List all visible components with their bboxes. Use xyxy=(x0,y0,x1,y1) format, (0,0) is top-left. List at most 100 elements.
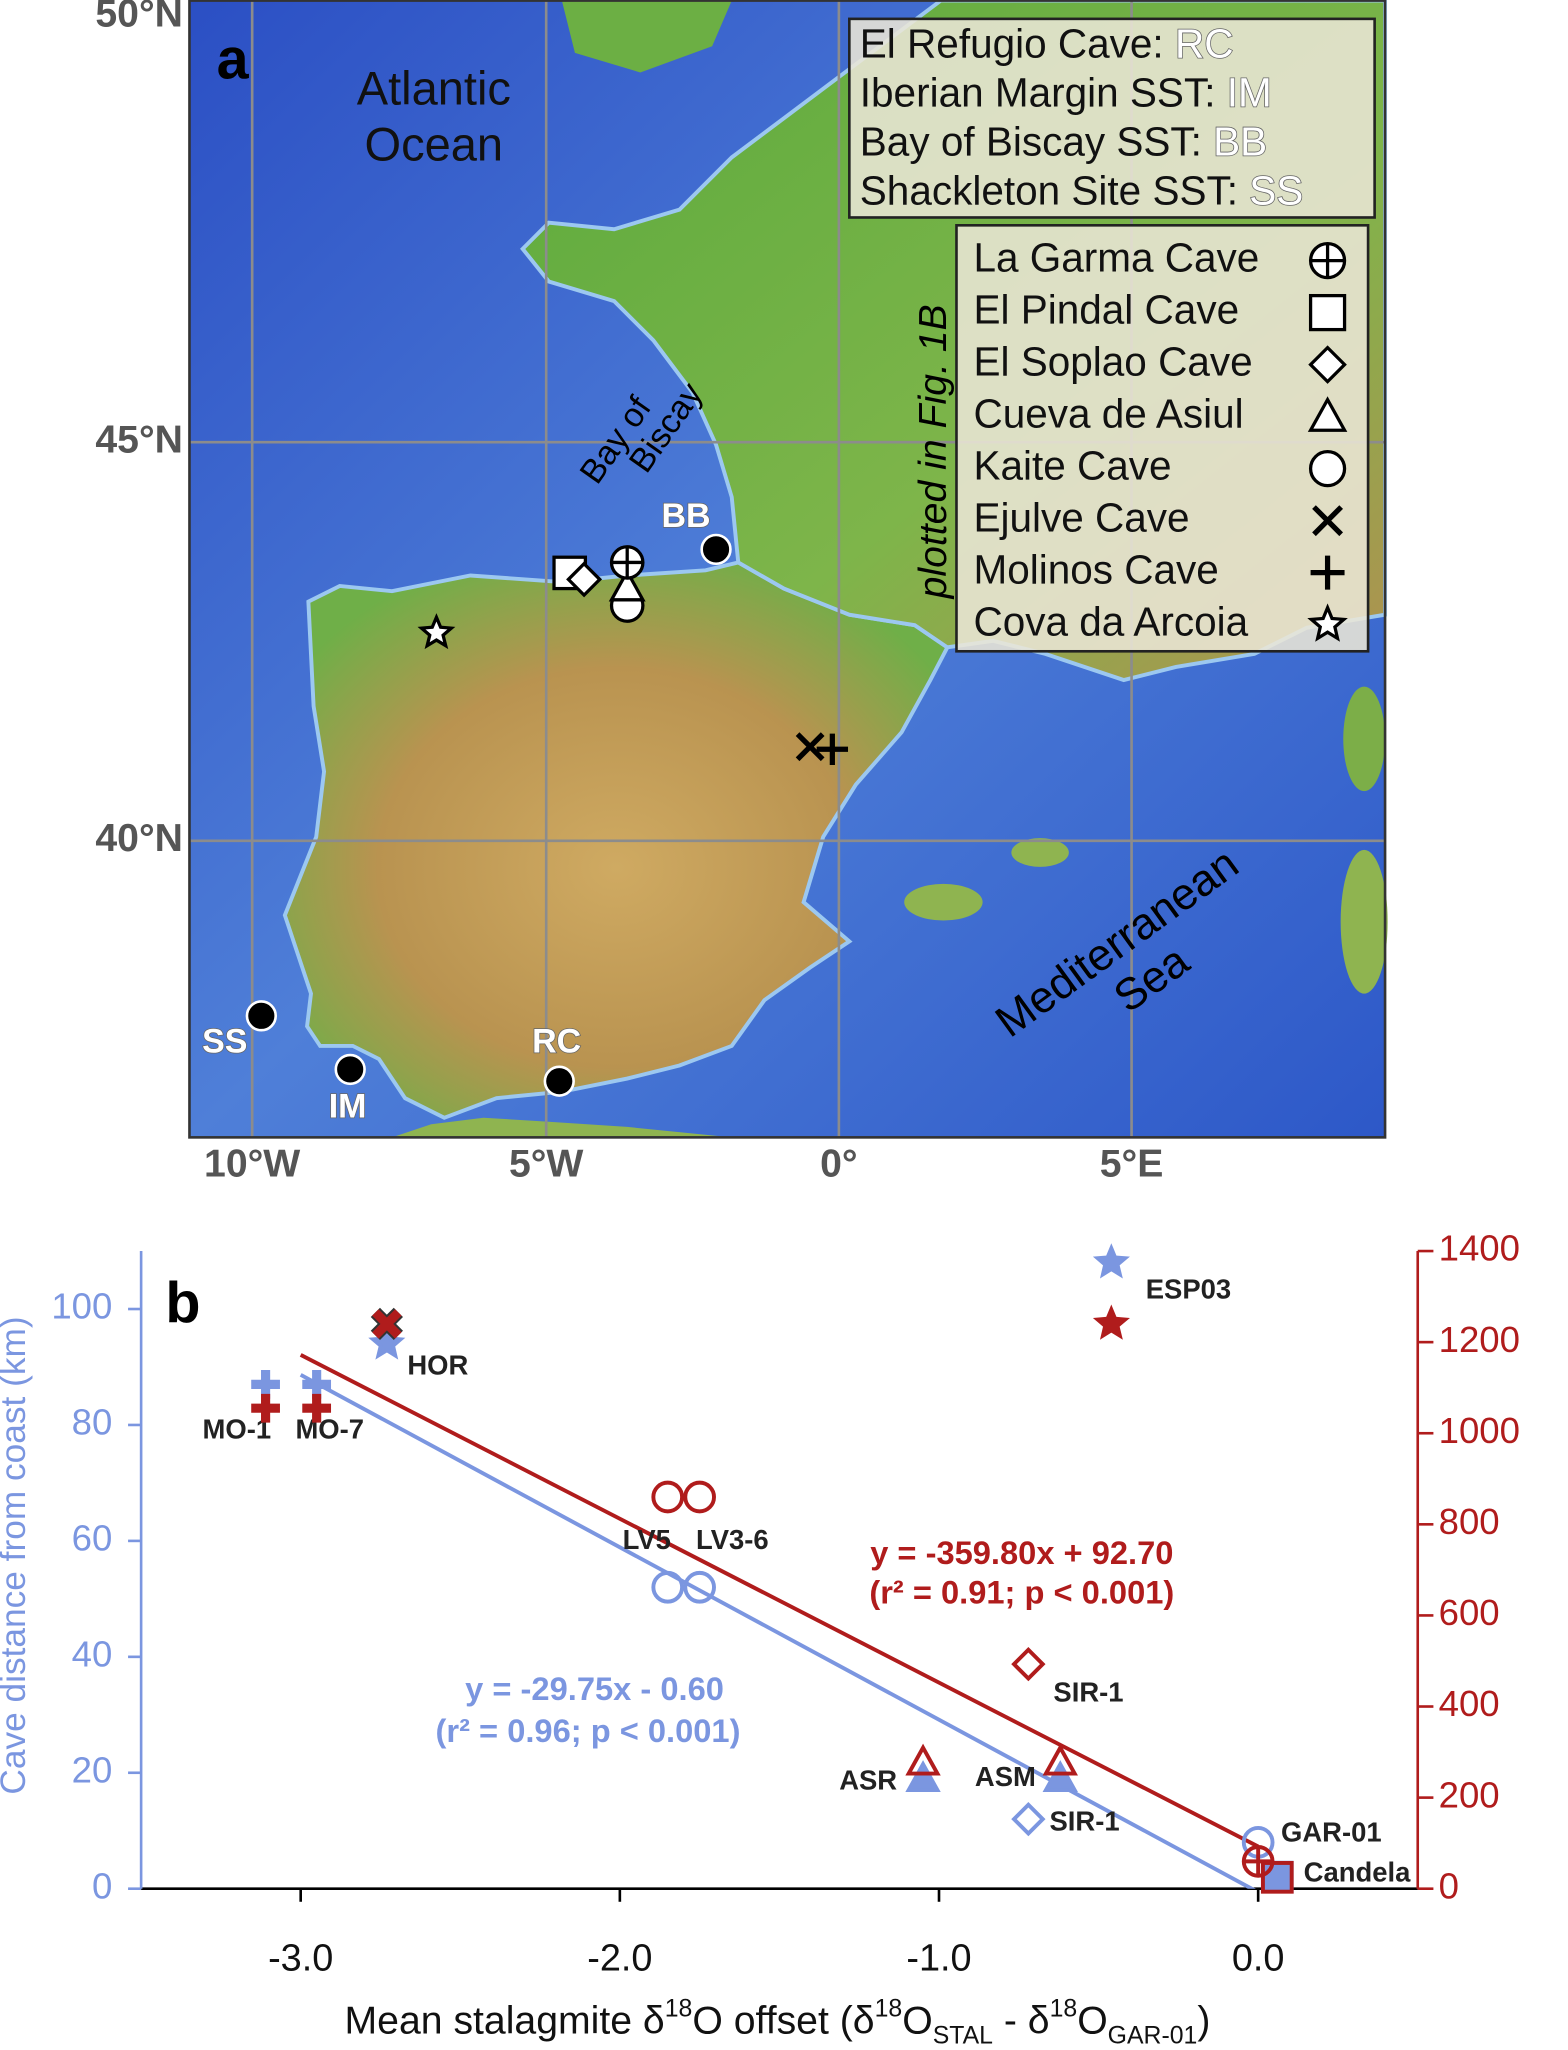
site-label: RC xyxy=(532,1022,581,1060)
marker-shape xyxy=(1310,243,1345,278)
cave-legend-label: Ejulve Cave xyxy=(973,494,1189,540)
cave-legend-symbol xyxy=(1308,241,1347,280)
map-frame xyxy=(188,0,1387,1139)
x-axis-label-part: O xyxy=(902,2000,932,2043)
sst-legend-code: RC xyxy=(1175,20,1234,66)
x-axis-label-part: Mean stalagmite δ xyxy=(345,2000,665,2043)
x-axis-label-part: GAR-01 xyxy=(1108,2022,1198,2049)
cave-legend-box xyxy=(955,224,1370,653)
x-tick-label: -1.0 xyxy=(906,1938,971,1980)
y2-tick-label: 1200 xyxy=(1439,1319,1520,1360)
x-tick-label: 0.0 xyxy=(1232,1938,1285,1980)
marker-shape xyxy=(372,1309,402,1339)
marker-shape xyxy=(1011,1647,1046,1682)
cave-legend-label: El Soplao Cave xyxy=(973,338,1252,384)
lat-label: 50°N xyxy=(95,0,183,36)
y2-tick-label: 1400 xyxy=(1439,1228,1520,1269)
data-point xyxy=(651,1570,685,1604)
sst-legend-name: Iberian Margin SST: xyxy=(860,69,1227,115)
y2-tick-label: 400 xyxy=(1439,1683,1500,1724)
marker-shape xyxy=(1308,345,1347,384)
marker-shape xyxy=(1312,505,1344,537)
x-axis-label-part: O offset (δ xyxy=(692,2000,874,2043)
lon-label: 10°W xyxy=(204,1142,300,1185)
sst-legend-entry: El Refugio Cave: RC xyxy=(860,20,1234,66)
ocean-label: Atlantic xyxy=(357,61,511,114)
marker-shape xyxy=(368,1324,406,1360)
marker-shape xyxy=(1307,396,1348,432)
point-label: SIR-1 xyxy=(1053,1676,1123,1707)
marker-shape xyxy=(1042,1743,1078,1776)
data-point xyxy=(302,1393,332,1423)
marker-shape xyxy=(683,1570,716,1604)
y-tick-label: 80 xyxy=(72,1402,113,1443)
data-point xyxy=(905,1760,941,1793)
cave-site xyxy=(566,561,603,598)
marker-shape xyxy=(905,1760,941,1793)
island xyxy=(904,883,983,921)
marker-shape xyxy=(1260,1860,1294,1894)
sst-legend-name: Bay of Biscay SST: xyxy=(860,118,1213,164)
cave-legend-symbol xyxy=(1312,505,1344,537)
data-point xyxy=(368,1324,406,1360)
cave-legend-label: Molinos Cave xyxy=(973,546,1218,592)
data-point xyxy=(251,1393,280,1423)
cave-legend-symbol xyxy=(1307,396,1348,432)
sst-legend-code: SS xyxy=(1249,167,1303,213)
cave-site xyxy=(417,613,456,650)
lat-label: 45°N xyxy=(95,419,183,462)
data-point xyxy=(905,1743,941,1776)
marker-shape xyxy=(683,1480,716,1514)
y-tick-label: 0 xyxy=(92,1865,112,1906)
cave-site xyxy=(816,733,849,765)
x-tick-label: -3.0 xyxy=(268,1938,333,1980)
legend-note: plotted in Fig. 1B xyxy=(912,304,955,599)
x-axis-label-part: 18 xyxy=(875,1995,903,2022)
marker-shape xyxy=(1308,293,1347,332)
site-marker xyxy=(245,1000,278,1032)
sst-legend-entry: Bay of Biscay SST: BB xyxy=(860,118,1267,164)
x-axis-label-part: 18 xyxy=(665,1995,693,2022)
point-label: SIR-1 xyxy=(1049,1805,1119,1836)
regression-line xyxy=(299,1353,1260,1849)
site-label: BB xyxy=(661,497,710,535)
panel-label: a xyxy=(217,27,250,91)
marker-shape xyxy=(1260,1860,1294,1894)
sst-legend-entry: Iberian Margin SST: IM xyxy=(860,69,1272,115)
cave-legend-symbol xyxy=(1310,555,1345,590)
data-point xyxy=(370,1307,403,1341)
data-point xyxy=(1042,1760,1078,1793)
point-label: Candela xyxy=(1304,1857,1411,1888)
y-tick-label: 40 xyxy=(72,1633,113,1674)
point-label: LV3-6 xyxy=(696,1524,769,1555)
sst-legend-name: El Refugio Cave: xyxy=(860,20,1175,66)
y2-tick-label: 800 xyxy=(1439,1501,1500,1542)
x-axis-label: Mean stalagmite δ18O offset (δ18OSTAL - … xyxy=(345,1995,1211,2049)
marker-shape xyxy=(302,1393,332,1423)
england-land xyxy=(561,0,732,73)
y2-tick-label: 200 xyxy=(1439,1774,1500,1815)
sst-legend-name: Shackleton Site SST: xyxy=(860,167,1249,213)
marker-shape xyxy=(251,1393,280,1423)
data-point xyxy=(683,1480,716,1514)
marker-shape xyxy=(1092,1243,1130,1279)
y2-tick-label: 0 xyxy=(1439,1865,1459,1906)
site-marker xyxy=(700,533,732,566)
marker-shape xyxy=(816,733,849,765)
cave-site xyxy=(609,545,645,580)
marker-shape xyxy=(795,732,825,762)
island xyxy=(1340,849,1388,994)
lon-label: 5°E xyxy=(1100,1142,1164,1185)
marker-shape xyxy=(1011,1801,1046,1837)
cave-legend-label: La Garma Cave xyxy=(973,234,1259,280)
x-axis-label-part: 18 xyxy=(1050,1995,1078,2022)
island xyxy=(1011,838,1069,867)
marker-shape xyxy=(1092,1304,1130,1340)
africa-land xyxy=(392,1117,732,1138)
cave-legend-label: Kaite Cave xyxy=(973,442,1171,488)
data-point xyxy=(1092,1304,1130,1340)
ocean-label: Ocean xyxy=(365,118,504,171)
marker-shape xyxy=(905,1743,941,1776)
x-axis-label-part: STAL xyxy=(933,2022,993,2049)
data-point xyxy=(1042,1743,1078,1776)
